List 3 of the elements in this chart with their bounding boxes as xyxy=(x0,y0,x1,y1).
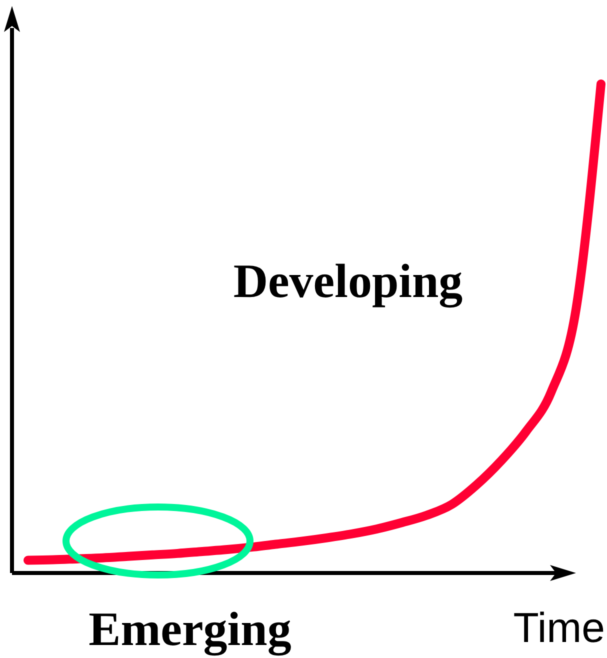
annotation: Developing xyxy=(233,255,463,308)
text: Emerging xyxy=(88,603,292,656)
x-axis-title: Time xyxy=(513,604,605,651)
